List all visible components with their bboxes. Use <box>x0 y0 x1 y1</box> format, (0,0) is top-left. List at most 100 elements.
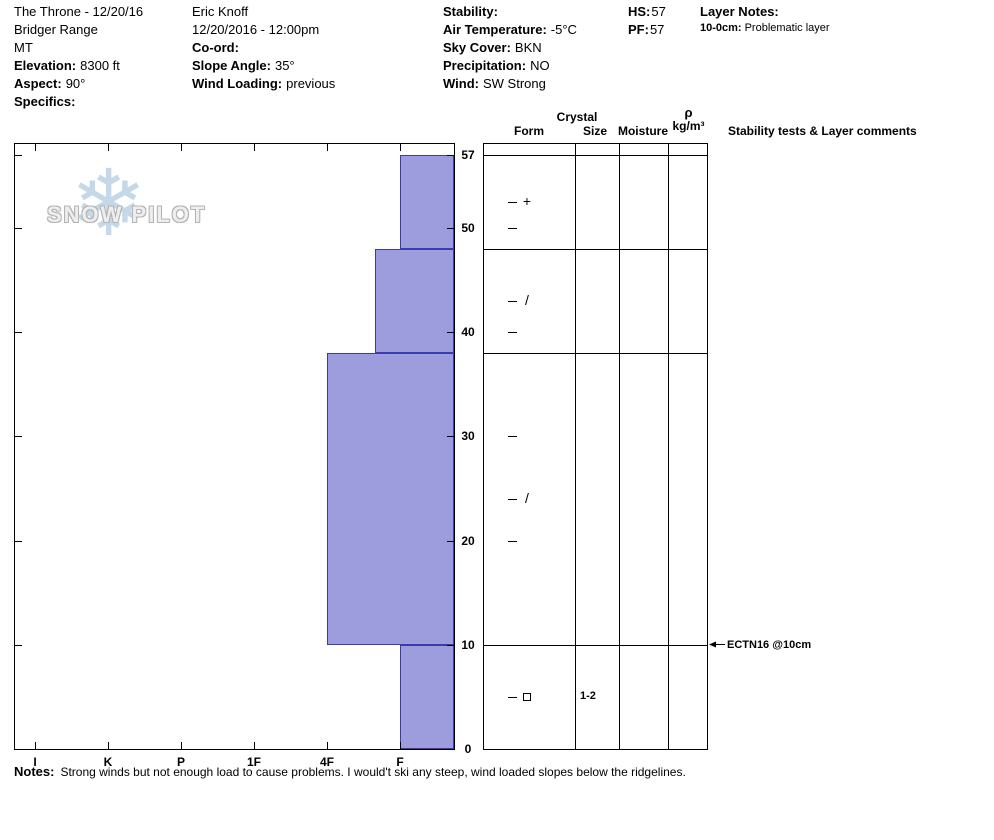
density-rho-header: ρ <box>684 105 693 120</box>
depth-tick-left <box>15 155 22 156</box>
aspect-label: Aspect: <box>14 76 62 91</box>
pit-notes: Notes: Strong winds but not enough load t… <box>14 764 686 779</box>
aspect-row: Aspect: 90° <box>14 76 143 94</box>
depth-axis-label: 50 <box>461 220 475 235</box>
form-size-divider <box>575 144 576 749</box>
comments-column-header: Stability tests & Layer comments <box>728 124 917 138</box>
depth-tick-right <box>447 644 454 646</box>
mountain-range: Bridger Range <box>14 22 98 37</box>
depth-axis-label: 40 <box>461 325 475 340</box>
hardness-axis-label: K <box>103 755 113 769</box>
depth-tick-right <box>447 332 454 334</box>
elevation-label: Elevation: <box>14 58 77 73</box>
stability-test-annotation: ECTN16 @10cm <box>709 639 811 651</box>
site-info-column: The Throne - 12/20/16 Bridger Range MT E… <box>14 4 143 112</box>
hardness-axis-label: I <box>33 755 37 769</box>
hs-label: HS: <box>628 4 651 19</box>
table-depth-tick <box>508 644 517 646</box>
depth-tick-left <box>15 332 22 334</box>
hardness-tick-bottom <box>181 742 182 749</box>
layer-mid-tick <box>508 498 517 500</box>
pit-title: The Throne - 12/20/16 <box>14 4 144 19</box>
observation-datetime: 12/20/2016 - 12:00pm <box>192 22 320 37</box>
form-column-header: Form <box>514 124 544 138</box>
wind-label: Wind: <box>443 76 479 91</box>
hs-row: HS:57 <box>628 4 666 22</box>
wind-loading-value: previous <box>286 76 336 91</box>
depth-tick-left <box>15 227 22 229</box>
moisture-density-divider <box>668 144 669 749</box>
size-moisture-divider <box>619 144 620 749</box>
snow-layer-bar <box>400 155 454 249</box>
hardness-tick-top <box>108 144 109 151</box>
layer-note-item: 10-0cm: Problematic layer <box>700 22 830 38</box>
depth-tick-left <box>15 644 22 646</box>
slope-angle-value: 35° <box>274 58 295 73</box>
depth-axis-label: 57 <box>461 148 475 162</box>
hardness-axis-label: 1F <box>246 755 261 769</box>
notes-label: Notes: <box>14 764 55 779</box>
specifics-label: Specifics: <box>14 94 76 109</box>
size-column-header: Size <box>582 124 607 138</box>
layer-boundary-line <box>484 155 707 156</box>
depth-tick-right <box>447 749 454 750</box>
hardness-tick-top <box>254 144 255 151</box>
depth-axis-label: 0 <box>464 742 472 756</box>
hardness-axis-label: 4F <box>319 755 334 769</box>
coord-label: Co-ord: <box>192 40 239 55</box>
hardness-tick-bottom <box>254 742 255 749</box>
layer-mid-tick <box>508 300 517 302</box>
table-depth-tick <box>508 436 517 438</box>
grain-form-symbol: / <box>525 291 529 308</box>
elevation-value: 8300 ft <box>80 58 120 73</box>
depth-tick-right <box>447 540 454 542</box>
depth-tick-left <box>15 749 22 750</box>
precip-label: Precipitation: <box>443 58 527 73</box>
snow-layer-bar <box>327 353 454 645</box>
observer-info-column: Eric Knoff 12/20/2016 - 12:00pm Co-ord: … <box>192 4 335 94</box>
observer-name: Eric Knoff <box>192 4 249 19</box>
hardness-chart <box>14 143 455 750</box>
depth-tick-left <box>15 436 22 438</box>
slope-angle-row: Slope Angle: 35° <box>192 58 335 76</box>
hardness-tick-top <box>327 144 328 151</box>
grain-form-symbol-facets <box>523 692 531 701</box>
air-temp-label: Air Temperature: <box>443 22 547 37</box>
slope-angle-label: Slope Angle: <box>192 58 271 73</box>
hardness-tick-top <box>181 144 182 151</box>
grain-form-symbol: + <box>522 192 532 209</box>
wind-loading-row: Wind Loading: previous <box>192 76 335 94</box>
depth-axis-label: 20 <box>461 533 475 548</box>
hardness-tick-bottom <box>327 742 328 749</box>
hardness-tick-bottom <box>400 742 401 749</box>
depth-tick-left <box>15 540 22 542</box>
wind-row: Wind: SW Strong <box>443 76 577 94</box>
depth-tick-right <box>447 436 454 438</box>
hardness-axis-label: P <box>176 755 185 769</box>
moisture-column-header: Moisture <box>617 124 668 138</box>
hardness-tick-bottom <box>108 742 109 749</box>
weather-info-column: Stability: Air Temperature: -5°C Sky Cove… <box>443 4 577 94</box>
snow-layer-bar <box>375 248 454 353</box>
left-arrow-icon <box>709 641 725 648</box>
elevation-row: Elevation: 8300 ft <box>14 58 143 76</box>
notes-text: Strong winds but not enough load to caus… <box>60 765 686 779</box>
depth-tick-right <box>447 227 454 229</box>
layer-note-text: Problematic layer <box>744 22 830 34</box>
precip-value: NO <box>530 58 550 73</box>
density-units-header: kg/m³ <box>672 119 705 133</box>
hardness-tick-bottom <box>35 742 36 749</box>
crystal-header: Crystal <box>556 110 598 124</box>
depth-tick-right <box>447 155 454 156</box>
sky-cover-row: Sky Cover: BKN <box>443 40 577 58</box>
specifics-row: Specifics: <box>14 94 143 112</box>
snowpilot-watermark: SNOW PILOT <box>47 202 207 227</box>
snow-layer-bar <box>400 644 454 749</box>
snowflake-logo-icon: ❄ <box>70 150 148 257</box>
hs-value: 57 <box>651 4 666 19</box>
layer-boundary-line <box>484 248 707 250</box>
depth-axis-label: 30 <box>461 429 475 444</box>
pf-label: PF: <box>628 22 649 37</box>
layer-boundary-line <box>484 644 707 646</box>
hardness-tick-top <box>35 144 36 151</box>
